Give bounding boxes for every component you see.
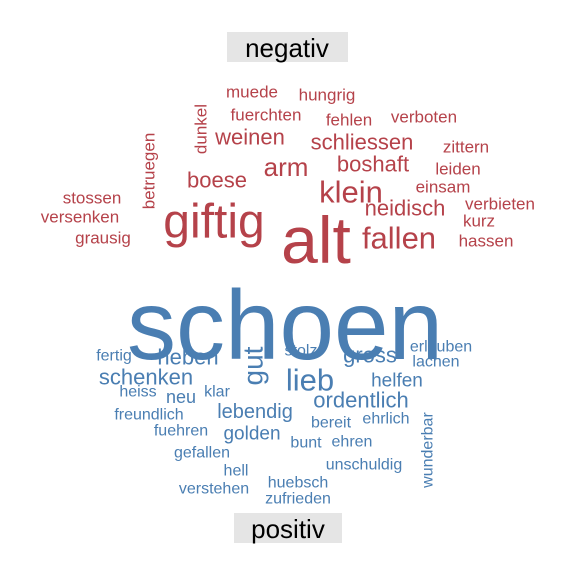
word-stossen: stossen: [63, 189, 122, 208]
word-lachen: lachen: [412, 354, 459, 371]
group-label-positiv-text: positiv: [251, 514, 325, 544]
word-heben: heben: [157, 345, 218, 370]
word-einsam: einsam: [416, 178, 471, 197]
word-ordentlich: ordentlich: [313, 388, 408, 413]
word-bereit: bereit: [311, 415, 352, 432]
word-stolz: stolz: [285, 343, 318, 360]
group-label-negativ: negativ: [227, 32, 348, 63]
word-hungrig: hungrig: [299, 86, 356, 105]
word-ehren: ehren: [332, 434, 373, 451]
word-hell: hell: [224, 463, 249, 480]
word-gross: gross: [343, 343, 397, 368]
word-verboten: verboten: [391, 108, 457, 127]
word-schoen: schoen: [127, 270, 443, 380]
group-label-negativ-text: negativ: [245, 33, 329, 63]
word-huebsch: huebsch: [268, 475, 329, 492]
word-fertig: fertig: [96, 348, 132, 365]
word-weinen: weinen: [214, 125, 285, 150]
word-lebendig: lebendig: [217, 401, 293, 423]
word-grausig: grausig: [75, 229, 131, 248]
word-giftig: giftig: [163, 196, 264, 249]
word-gefallen: gefallen: [174, 445, 230, 462]
word-lieb: lieb: [286, 363, 334, 398]
word-neidisch: neidisch: [365, 196, 446, 221]
word-erlauben: erlauben: [410, 339, 472, 356]
word-versenken: versenken: [41, 208, 119, 227]
word-fehlen: fehlen: [326, 111, 372, 130]
word-muede: muede: [226, 83, 278, 102]
word-klein: klein: [319, 175, 383, 210]
word-zufrieden: zufrieden: [265, 491, 331, 508]
word-ehrlich: ehrlich: [362, 411, 409, 428]
word-boshaft: boshaft: [337, 152, 409, 177]
word-fuerchten: fuerchten: [231, 106, 302, 125]
word-verbieten: verbieten: [465, 195, 535, 214]
word-alt: alt: [281, 203, 351, 277]
word-kurz: kurz: [463, 212, 495, 231]
group-label-positiv-box: [234, 513, 342, 543]
word-gut: gut: [238, 346, 269, 385]
word-unschuldig: unschuldig: [326, 457, 403, 474]
word-boese: boese: [187, 168, 247, 193]
word-arm: arm: [264, 152, 309, 182]
word-leiden: leiden: [435, 160, 480, 179]
word-heiss: heiss: [119, 384, 156, 401]
word-freundlich: freundlich: [114, 407, 183, 424]
word-neu: neu: [166, 387, 196, 407]
word-verstehen: verstehen: [179, 481, 249, 498]
word-dunkel: dunkel: [192, 104, 211, 154]
word-fuehren: fuehren: [154, 423, 208, 440]
word-bunt: bunt: [290, 435, 322, 452]
words-negativ: alt giftig klein fallen arm neidisch boshaft we…: [41, 83, 535, 278]
group-label-negativ-box: [227, 32, 348, 62]
word-betruegen: betruegen: [140, 133, 159, 210]
word-golden: golden: [223, 424, 280, 445]
word-fallen: fallen: [362, 221, 436, 256]
word-schliessen: schliessen: [311, 130, 414, 155]
word-zittern: zittern: [443, 138, 489, 157]
word-wunderbar: wunderbar: [420, 412, 437, 489]
word-klar: klar: [204, 384, 230, 401]
word-schenken: schenken: [99, 365, 193, 390]
word-helfen: helfen: [371, 371, 423, 392]
group-label-positiv: positiv: [234, 513, 342, 544]
word-hassen: hassen: [459, 232, 514, 251]
